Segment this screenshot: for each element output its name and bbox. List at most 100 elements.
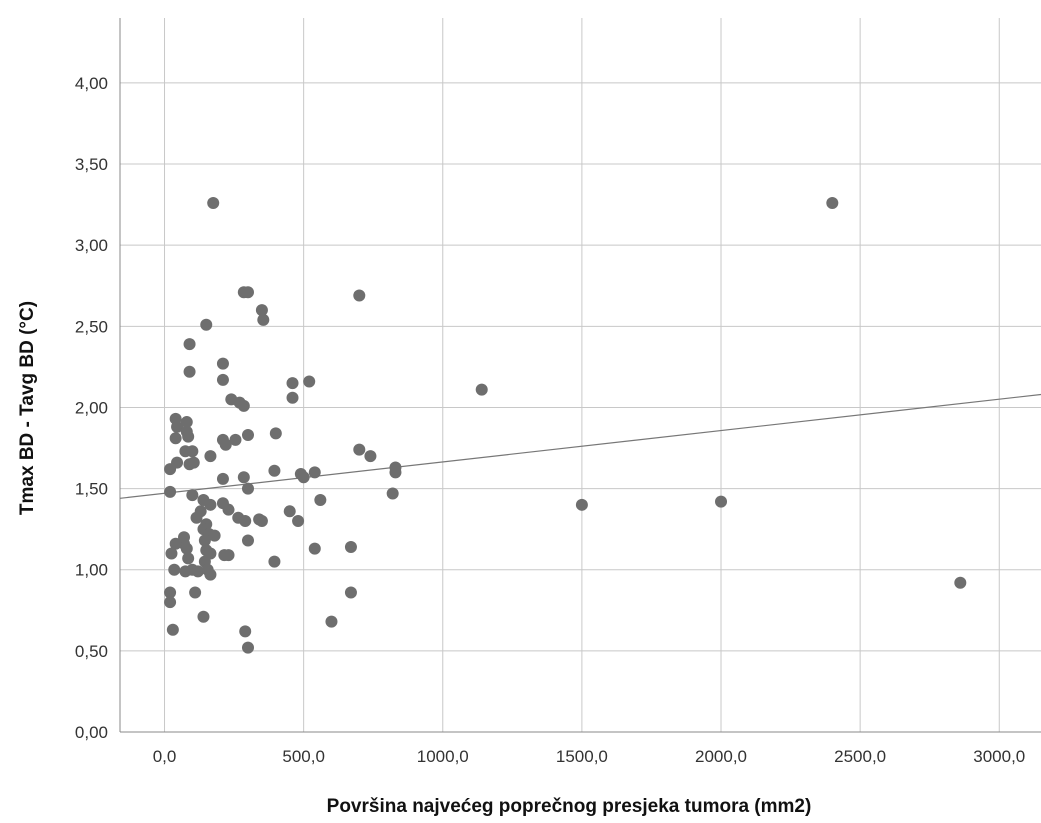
data-point <box>241 482 254 495</box>
data-point <box>216 357 229 370</box>
data-point <box>183 365 196 378</box>
data-point <box>168 563 181 576</box>
data-points <box>164 196 967 654</box>
data-point <box>180 542 193 555</box>
data-point <box>164 485 177 498</box>
data-point <box>182 430 195 443</box>
data-point <box>353 443 366 456</box>
data-point <box>257 313 270 326</box>
data-point <box>389 466 402 479</box>
data-point <box>204 450 217 463</box>
y-tick-label: 1,50 <box>75 480 108 499</box>
data-point <box>186 489 199 502</box>
data-point <box>204 498 217 511</box>
data-point <box>255 304 268 317</box>
data-point <box>239 515 252 528</box>
data-point <box>575 498 588 511</box>
data-point <box>208 529 221 542</box>
grid <box>120 18 1041 733</box>
data-point <box>286 391 299 404</box>
data-point <box>216 472 229 485</box>
x-tick-label: 2500,0 <box>834 747 886 766</box>
data-point <box>222 549 235 562</box>
data-point <box>237 471 250 484</box>
data-point <box>187 456 200 469</box>
data-point <box>255 515 268 528</box>
data-point <box>954 576 967 589</box>
x-tick-label: 1000,0 <box>417 747 469 766</box>
data-point <box>241 641 254 654</box>
data-point <box>164 463 177 476</box>
data-point <box>204 568 217 581</box>
data-point <box>189 586 202 599</box>
y-tick-labels: 0,00 0,50 1,00 1,50 2,00 2,50 3,00 3,50 4,00 <box>75 74 108 742</box>
data-point <box>268 464 281 477</box>
data-point <box>180 416 193 429</box>
x-tick-label: 3000,0 <box>973 747 1025 766</box>
data-point <box>200 318 213 331</box>
fit-line-layer <box>119 393 1041 499</box>
data-point <box>190 511 203 524</box>
data-point <box>269 427 282 440</box>
data-point <box>216 373 229 386</box>
data-point <box>292 515 305 528</box>
data-point <box>166 623 179 636</box>
data-point <box>283 505 296 518</box>
fit-line <box>119 393 1041 499</box>
data-point <box>364 450 377 463</box>
data-point <box>219 438 232 451</box>
data-point <box>268 555 281 568</box>
data-point <box>222 503 235 516</box>
data-point <box>183 338 196 351</box>
data-point <box>241 429 254 442</box>
x-axis-title: Površina najvećeg poprečnog presjeka tum… <box>327 796 812 817</box>
data-point <box>344 586 357 599</box>
data-point <box>207 196 220 209</box>
data-point <box>303 375 316 388</box>
data-point <box>308 542 321 555</box>
x-tick-label: 2000,0 <box>695 747 747 766</box>
data-point <box>308 466 321 479</box>
data-point <box>182 552 195 565</box>
y-tick-label: 2,50 <box>75 317 108 336</box>
data-point <box>191 565 204 578</box>
data-point <box>197 610 210 623</box>
data-point <box>344 541 357 554</box>
data-point <box>198 534 211 547</box>
y-axis-title: Tmax BD - Tavg BD (°C) <box>17 301 38 515</box>
x-tick-label: 0,0 <box>153 747 177 766</box>
y-tick-label: 3,00 <box>75 236 108 255</box>
data-point <box>241 286 254 299</box>
data-point <box>239 625 252 638</box>
data-point <box>715 495 728 508</box>
data-point <box>229 433 242 446</box>
data-point <box>169 432 182 445</box>
y-tick-label: 1,00 <box>75 561 108 580</box>
x-tick-labels: 0,0 500,0 1000,0 1500,0 2000,0 2500,0 3000,0 <box>153 747 1026 766</box>
data-point <box>241 534 254 547</box>
y-tick-label: 0,50 <box>75 642 108 661</box>
data-point <box>237 399 250 412</box>
data-point <box>186 445 199 458</box>
y-tick-label: 3,50 <box>75 155 108 174</box>
data-point <box>164 596 177 609</box>
data-point <box>475 383 488 396</box>
data-point <box>171 420 184 433</box>
x-tick-label: 1500,0 <box>556 747 608 766</box>
data-point <box>386 487 399 500</box>
data-point <box>169 537 182 550</box>
data-point <box>165 547 178 560</box>
data-point <box>286 377 299 390</box>
data-point <box>164 586 177 599</box>
x-tick-label: 500,0 <box>282 747 325 766</box>
y-tick-label: 2,00 <box>75 398 108 417</box>
data-point <box>353 289 366 302</box>
plot-frame <box>119 18 1041 733</box>
data-point <box>297 471 310 484</box>
data-point <box>314 493 327 506</box>
data-point <box>325 615 338 628</box>
y-tick-label: 4,00 <box>75 74 108 93</box>
y-tick-label: 0,00 <box>75 723 108 742</box>
data-point <box>826 196 839 209</box>
